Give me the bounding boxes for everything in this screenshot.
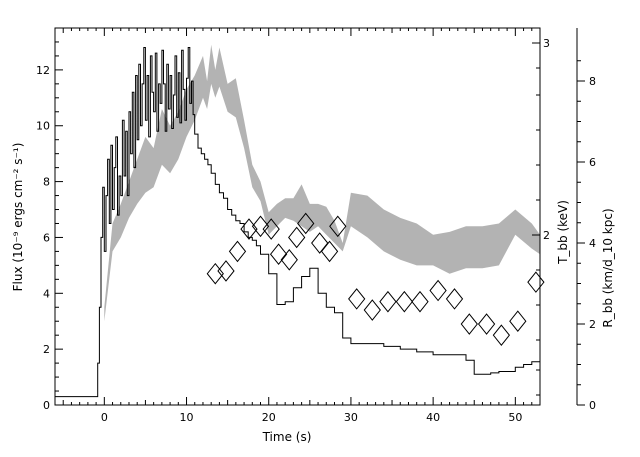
r-tick-label: 0 (589, 399, 596, 412)
diamond-point (206, 262, 224, 285)
diamond-point (445, 288, 464, 310)
diamond-point (228, 240, 247, 263)
t-tick-label: 3 (543, 37, 550, 50)
diamond-point (320, 240, 339, 263)
y-tick-label: 6 (43, 231, 50, 244)
t-tick-label: 2 (543, 229, 550, 242)
r-tick-label: 2 (589, 318, 596, 331)
plot-frame (54, 27, 541, 406)
y-tick-label: 2 (43, 343, 50, 356)
diamond-point (240, 218, 258, 240)
diamond-point (395, 290, 414, 313)
diamond-point (411, 290, 429, 313)
diamond-point (429, 279, 447, 302)
radius-diamond-series (206, 212, 545, 346)
diamond-point (477, 313, 496, 335)
diamond-point (329, 215, 347, 238)
diamond-point (311, 232, 329, 254)
diamond-point (460, 313, 478, 335)
temperature-axis-ticks: 23 (532, 37, 550, 396)
diamond-point (288, 226, 306, 249)
diamond-point (492, 324, 511, 346)
y-axis-ticks: 0 2 4 6 8 10 12 (36, 41, 63, 412)
diamond-point (379, 290, 397, 313)
y-tick-label: 12 (36, 64, 50, 77)
y-tick-label: 0 (43, 399, 50, 412)
x-axis-ticks: 0 10 20 30 40 50 (62, 28, 541, 424)
x-tick-label: 30 (344, 411, 358, 424)
temperature-band (104, 44, 541, 322)
flux-line (55, 47, 541, 398)
flux-line-series (55, 47, 541, 398)
diamond-point (269, 243, 288, 266)
x-tick-label: 20 (262, 411, 276, 424)
x-tick-label: 50 (508, 411, 522, 424)
r-tick-label: 6 (589, 156, 596, 169)
diamond-point (348, 288, 366, 310)
diamond-point (251, 215, 270, 238)
temperature-axis-label: T_bb (keV) (556, 200, 570, 265)
diamond-point (280, 248, 298, 271)
diamond-point (527, 271, 545, 293)
x-tick-label: 40 (426, 411, 440, 424)
diamond-point (297, 212, 315, 235)
temperature-band-series (104, 44, 541, 322)
x-tick-label: 10 (180, 411, 194, 424)
y-tick-label: 8 (43, 176, 50, 189)
diamond-point (262, 218, 280, 240)
diamond-point (363, 299, 381, 321)
x-tick-label: 0 (101, 411, 108, 424)
radius-axis-ticks: 0 2 4 6 8 (577, 60, 596, 412)
r-tick-label: 4 (589, 237, 596, 250)
x-axis-label: Time (s) (262, 430, 312, 444)
y-tick-label: 10 (36, 120, 50, 133)
diamond-point (217, 260, 235, 282)
y-tick-label: 4 (43, 287, 50, 300)
diamond-point (509, 310, 527, 333)
radius-axis-label: R_bb (km/d_10 kpc) (601, 208, 615, 327)
r-tick-label: 8 (589, 75, 596, 88)
y-axis-label-left: Flux (10⁻⁹ ergs cm⁻² s⁻¹) (11, 143, 25, 292)
